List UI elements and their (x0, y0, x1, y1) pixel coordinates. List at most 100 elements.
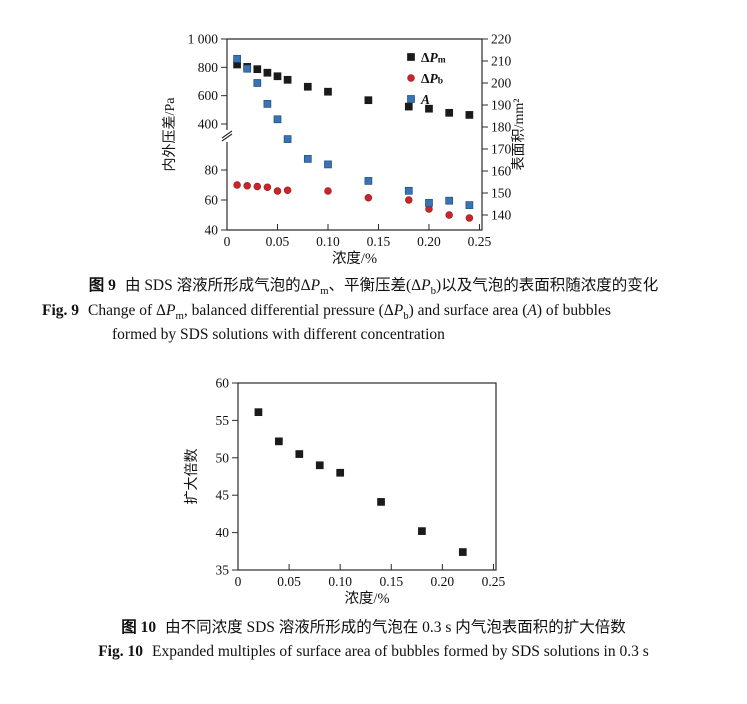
series-2-point (425, 199, 433, 207)
y-tick-label: 55 (216, 413, 230, 428)
y-tick-label: 600 (198, 88, 219, 103)
x-tick-label: 0.15 (379, 574, 403, 589)
series-0-point (315, 461, 324, 470)
x-tick-label: 0.20 (417, 234, 441, 249)
fig9-caption-en-line2: formed by SDS solutions with different c… (112, 326, 445, 345)
x-tick-label: 0 (224, 234, 231, 249)
y-tick-label: 800 (198, 60, 219, 75)
series-1-point (253, 182, 262, 191)
y-axis-label: 扩大倍数 (184, 449, 200, 505)
y2-tick-label: 220 (491, 32, 512, 47)
x-tick-label: 0.05 (266, 234, 290, 249)
x-tick-label: 0.10 (316, 234, 340, 249)
series-0-point (425, 104, 433, 113)
legend-marker (407, 95, 415, 103)
y-tick-label: 40 (205, 223, 219, 238)
legend-label: ΔPm (421, 50, 446, 66)
fig9-caption-en-text: Change of ΔPm, balanced differential pre… (88, 302, 611, 323)
series-0-point (263, 68, 272, 77)
series-2-point (445, 196, 454, 205)
fig9-chart: 400 600 800 1 000 40 60 80 140 150 160 170 180 190 20… (162, 32, 527, 268)
series-0-point (445, 108, 454, 117)
fig9-caption-en-label: Fig. 9 (42, 302, 80, 319)
x-tick-label: 0.10 (328, 574, 352, 589)
x-tick-label: 0 (235, 574, 242, 589)
legend-label: A (420, 92, 430, 107)
y2-tick-label: 200 (491, 76, 512, 91)
x-axis-label: 浓度/% (344, 590, 389, 606)
y2-tick-label: 210 (491, 54, 512, 69)
series-0-point (336, 468, 345, 477)
series-2-point (253, 79, 262, 87)
y-tick-label: 60 (216, 376, 230, 391)
fig10-chart: 35 40 45 50 55 60 0 0.05 0.10 0.15 0.20 0.25 扩大倍数浓度/… (184, 376, 506, 607)
y-tick-label: 45 (216, 488, 230, 503)
series-2-point (404, 186, 413, 195)
y2-tick-label: 170 (491, 142, 512, 157)
series-1-point (243, 182, 251, 190)
axis-frame (237, 382, 497, 571)
y2-axis-label: 表面积/mm² (511, 99, 527, 171)
series-0-point (273, 72, 282, 81)
y2-tick-label: 160 (491, 164, 512, 179)
y-tick-label: 35 (216, 563, 230, 578)
fig9-caption-en-line1: Fig. 9 Change of ΔPm, balanced differenti… (42, 302, 611, 323)
fig10-caption-cn-label: 图 10 (121, 619, 157, 636)
legend-marker (407, 53, 415, 61)
y-tick-label: 40 (216, 525, 230, 540)
series-0-point (283, 75, 292, 84)
series-2-point (233, 54, 241, 63)
series-2-point (243, 64, 252, 73)
x-tick-label: 0.15 (367, 234, 391, 249)
y-tick-label: 1 000 (188, 32, 219, 47)
series-1-point (233, 181, 241, 189)
x-tick-label: 0.25 (468, 234, 492, 249)
y-tick-label: 80 (205, 163, 219, 178)
y-tick-label: 60 (205, 193, 219, 208)
series-0-point (377, 498, 385, 506)
series-0-point (254, 408, 263, 417)
series-2-point (273, 115, 282, 124)
series-0-point (458, 548, 467, 556)
series-0-point (418, 527, 426, 535)
fig9-caption-cn: 图 9 由 SDS 溶液所形成气泡的ΔPm、平衡压差(ΔPb)以及气泡的表面积随浓… (0, 277, 747, 298)
series-2-point (324, 160, 332, 169)
series-1-point (445, 211, 453, 219)
series-1-point (364, 194, 373, 202)
series-2-point (303, 155, 312, 163)
fig9-caption-cn-text: 由 SDS 溶液所形成气泡的ΔPm、平衡压差(ΔPb)以及气泡的表面积随浓度的变… (124, 277, 659, 298)
series-1-point (273, 187, 282, 195)
series-2-point (364, 177, 373, 185)
fig10-caption-cn-text: 由不同浓度 SDS 溶液所形成的气泡在 0.3 s 内气泡表面积的扩大倍数 (165, 619, 626, 636)
series-0-point (253, 65, 262, 74)
y-tick-label: 400 (198, 117, 219, 132)
axis-frame (226, 38, 483, 231)
legend-marker (407, 74, 415, 82)
series-2-point (283, 135, 292, 143)
series-0-point (295, 450, 304, 458)
y-tick-label: 50 (216, 450, 230, 465)
x-tick-label: 0.25 (482, 574, 506, 589)
fig10-caption-en-label: Fig. 10 (98, 643, 143, 660)
series-2-point (263, 100, 272, 108)
axis-break-icon (221, 130, 233, 142)
series-0-point (404, 102, 413, 111)
x-tick-label: 0.05 (277, 574, 301, 589)
series-1-point (263, 183, 272, 192)
y2-tick-label: 150 (491, 186, 512, 201)
y-axis-label: 内外压差/Pa (162, 97, 178, 172)
fig10-caption-cn: 图 10 由不同浓度 SDS 溶液所形成的气泡在 0.3 s 内气泡表面积的扩大倍… (0, 619, 747, 638)
series-0-point (364, 96, 373, 105)
series-0-point (275, 437, 283, 446)
series-0-point (324, 87, 332, 96)
x-tick-label: 0.20 (431, 574, 455, 589)
series-1-point (465, 214, 474, 222)
y2-tick-label: 140 (491, 208, 512, 223)
series-1-point (283, 186, 292, 195)
y2-tick-label: 190 (491, 98, 512, 113)
y2-tick-label: 180 (491, 120, 512, 135)
fig9-caption-en-line2-text: formed by SDS solutions with different c… (112, 326, 445, 343)
fig10-caption-en: Fig. 10 Expanded multiples of surface are… (0, 643, 747, 662)
x-axis-label: 浓度/% (332, 250, 377, 267)
